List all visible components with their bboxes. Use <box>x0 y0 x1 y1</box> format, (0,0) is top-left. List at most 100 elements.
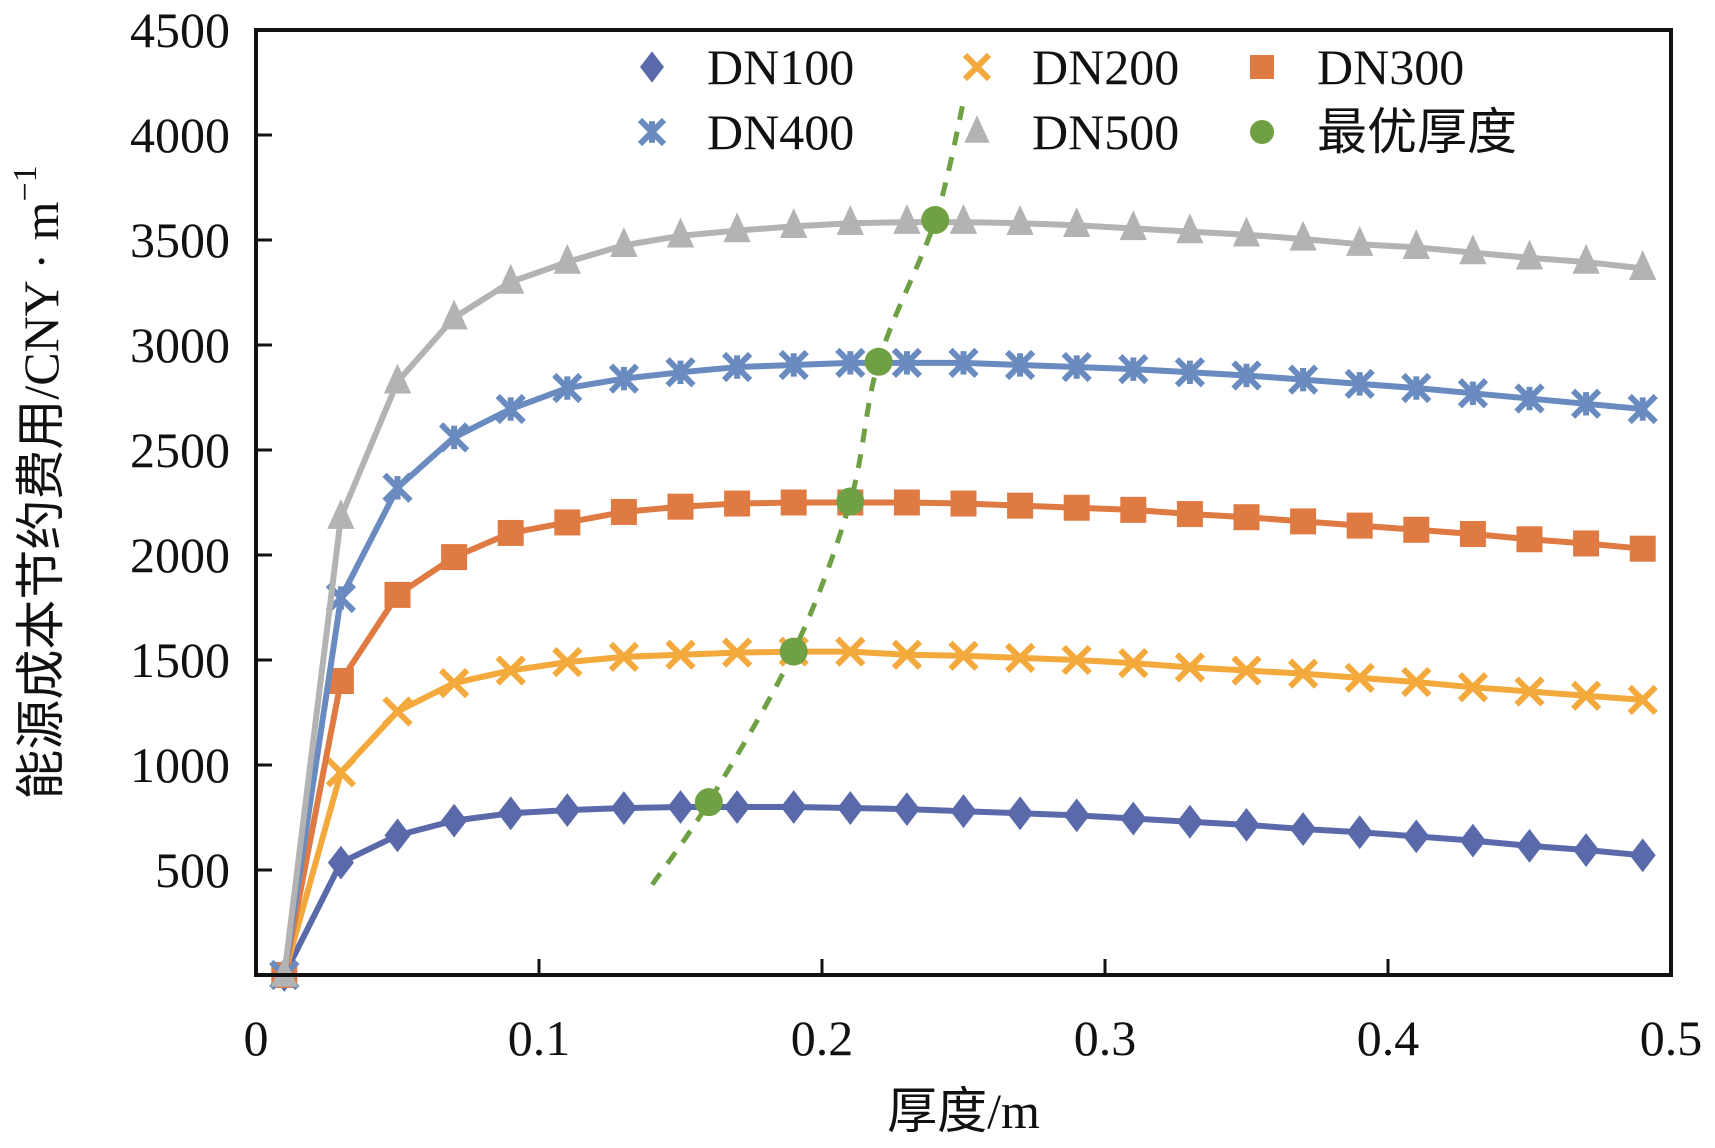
marker-stroke <box>962 52 992 82</box>
data-point-dn100 <box>497 796 524 831</box>
data-point-dn200 <box>948 640 979 671</box>
data-point-dn500 <box>780 208 808 239</box>
optimal-point <box>836 487 865 516</box>
data-point-dn100 <box>1007 796 1034 831</box>
data-point-dn300 <box>1459 521 1486 547</box>
data-point-dn100 <box>384 818 411 853</box>
data-point-dn100 <box>950 794 977 829</box>
data-point-dn300 <box>441 544 468 571</box>
data-point-dn200 <box>1344 662 1375 693</box>
series-layer <box>269 203 1658 992</box>
data-point-dn300 <box>1573 530 1600 557</box>
legend-item-2: DN200 <box>962 39 1179 95</box>
data-point-dn100 <box>1516 828 1543 863</box>
data-point-dn500 <box>383 363 412 394</box>
marker-stroke <box>948 640 979 671</box>
data-point-dn400 <box>552 372 583 404</box>
x-tick-label: 0.3 <box>1074 1010 1137 1066</box>
series-dn100 <box>271 790 1656 992</box>
legend-label: DN400 <box>707 104 854 160</box>
y-tick-label: 4500 <box>130 2 230 58</box>
legend-marker-square <box>1250 55 1274 79</box>
data-point-dn400 <box>665 357 696 388</box>
data-point-dn400 <box>608 363 640 394</box>
data-point-dn400 <box>1231 360 1262 391</box>
data-point-dn300 <box>1233 504 1260 531</box>
data-point-dn100 <box>1290 812 1317 846</box>
marker-stroke <box>1061 644 1092 676</box>
x-axis-ticks: 0 0.1 0.2 0.3 0.4 0.5 <box>244 959 1702 1066</box>
optimal-points-layer <box>694 206 950 817</box>
data-point-dn500 <box>1629 250 1657 281</box>
data-point-dn500 <box>1232 216 1261 247</box>
marker-stroke <box>495 655 526 686</box>
data-point-dn400 <box>778 349 809 381</box>
data-point-dn200 <box>1570 680 1602 711</box>
data-point-dn300 <box>780 489 807 516</box>
data-point-dn300 <box>1629 535 1656 562</box>
optimal-point <box>779 637 808 666</box>
data-point-dn100 <box>667 790 694 824</box>
data-point-dn300 <box>384 581 411 608</box>
y-axis-title-main: 能源成本节约费用/CNY · m <box>13 201 69 799</box>
y-tick-label: 2500 <box>130 422 230 478</box>
data-point-dn400 <box>1344 368 1375 399</box>
data-point-dn200 <box>438 667 470 699</box>
data-point-dn500 <box>1459 234 1487 265</box>
data-point-dn500 <box>440 299 468 330</box>
data-point-dn100 <box>1120 801 1147 836</box>
plot-frame <box>254 28 1673 977</box>
optimal-point <box>864 347 893 376</box>
y-axis-title-superscript: −1 <box>7 165 44 201</box>
marker-stroke <box>1344 662 1375 693</box>
data-point-dn500 <box>1572 243 1600 274</box>
y-tick-label: 3000 <box>130 317 230 373</box>
data-point-dn400 <box>721 351 753 383</box>
marker-stroke <box>1287 658 1319 689</box>
legend-label: DN100 <box>707 39 854 95</box>
data-point-dn300 <box>1176 501 1203 528</box>
data-point-dn500 <box>1515 239 1544 270</box>
data-point-dn500 <box>497 263 525 294</box>
data-point-dn200 <box>665 639 696 670</box>
data-point-dn200 <box>1231 655 1262 686</box>
data-point-dn200 <box>1457 672 1489 703</box>
marker-stroke <box>608 641 640 672</box>
marker-stroke <box>1401 666 1432 698</box>
series-dn400 <box>269 347 1658 991</box>
data-point-dn300 <box>1290 508 1317 535</box>
x-tick-label: 0.4 <box>1357 1010 1420 1066</box>
x-tick-label: 0.1 <box>508 1010 571 1066</box>
data-point-dn500 <box>893 203 921 234</box>
marker-stroke <box>1231 655 1262 686</box>
legend-item-4: DN400 <box>637 104 854 160</box>
data-point-dn100 <box>837 791 864 825</box>
y-tick-label: 2000 <box>130 527 230 583</box>
marker-stroke <box>1570 680 1602 711</box>
data-point-dn300 <box>893 489 920 516</box>
data-point-dn300 <box>554 509 581 536</box>
marker-stroke <box>382 696 413 727</box>
marker-stroke <box>1118 648 1149 679</box>
data-point-dn400 <box>438 422 470 453</box>
data-point-dn500 <box>610 227 638 257</box>
data-point-dn400 <box>382 472 413 503</box>
legend-label: DN300 <box>1317 39 1464 95</box>
legend-item-6: 最优厚度 <box>1250 104 1517 160</box>
data-point-dn400 <box>1627 393 1658 425</box>
data-point-dn200 <box>891 639 923 670</box>
data-point-dn100 <box>893 792 920 826</box>
data-point-dn400 <box>495 393 526 425</box>
data-point-dn500 <box>270 956 298 987</box>
legend-label: 最优厚度 <box>1317 104 1517 160</box>
marker-stroke <box>552 646 583 678</box>
optimal-point <box>694 788 723 817</box>
series-dn300 <box>271 489 1656 988</box>
data-point-dn200 <box>1174 652 1206 683</box>
data-point-dn500 <box>1346 226 1374 256</box>
data-point-dn400 <box>1287 364 1319 395</box>
data-point-dn100 <box>441 803 468 838</box>
marker-stroke <box>835 636 866 667</box>
data-point-dn500 <box>327 499 355 529</box>
